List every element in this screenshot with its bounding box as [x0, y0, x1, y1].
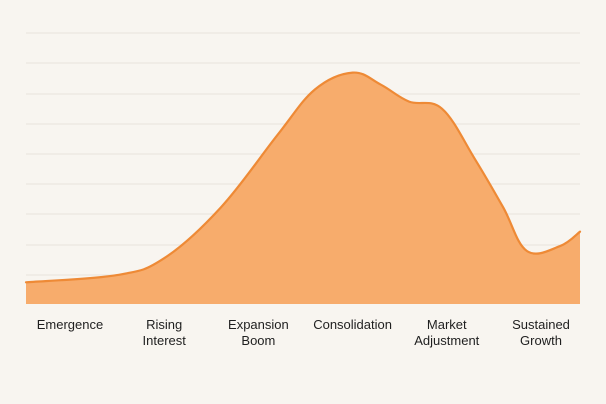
series-line	[24, 71, 582, 284]
x-tick-label: Rising Interest	[143, 317, 187, 348]
series-area	[24, 71, 582, 304]
x-tick-label: Emergence	[37, 317, 103, 332]
x-tick-label-line: Growth	[520, 333, 562, 348]
x-tick-label: Consolidation	[313, 317, 392, 332]
x-tick-label-line: Emergence	[37, 317, 103, 332]
x-tick-label: Market Adjustment	[414, 317, 479, 348]
x-tick-label-line: Sustained	[512, 317, 570, 332]
x-tick-label-line: Consolidation	[313, 317, 392, 332]
x-axis-tick-labels: Emergence Rising Interest Expansion Boom Cons…	[37, 317, 570, 348]
x-tick-label-line: Rising	[146, 317, 182, 332]
area-fill	[26, 72, 580, 304]
x-tick-label-line: Boom	[241, 333, 275, 348]
x-tick-label: Sustained Growth	[512, 317, 570, 348]
x-tick-label-line: Expansion	[228, 317, 289, 332]
x-tick-label: Expansion Boom	[228, 317, 289, 348]
x-tick-label-line: Adjustment	[414, 333, 479, 348]
x-tick-label-line: Market	[427, 317, 467, 332]
x-tick-label-line: Interest	[143, 333, 187, 348]
